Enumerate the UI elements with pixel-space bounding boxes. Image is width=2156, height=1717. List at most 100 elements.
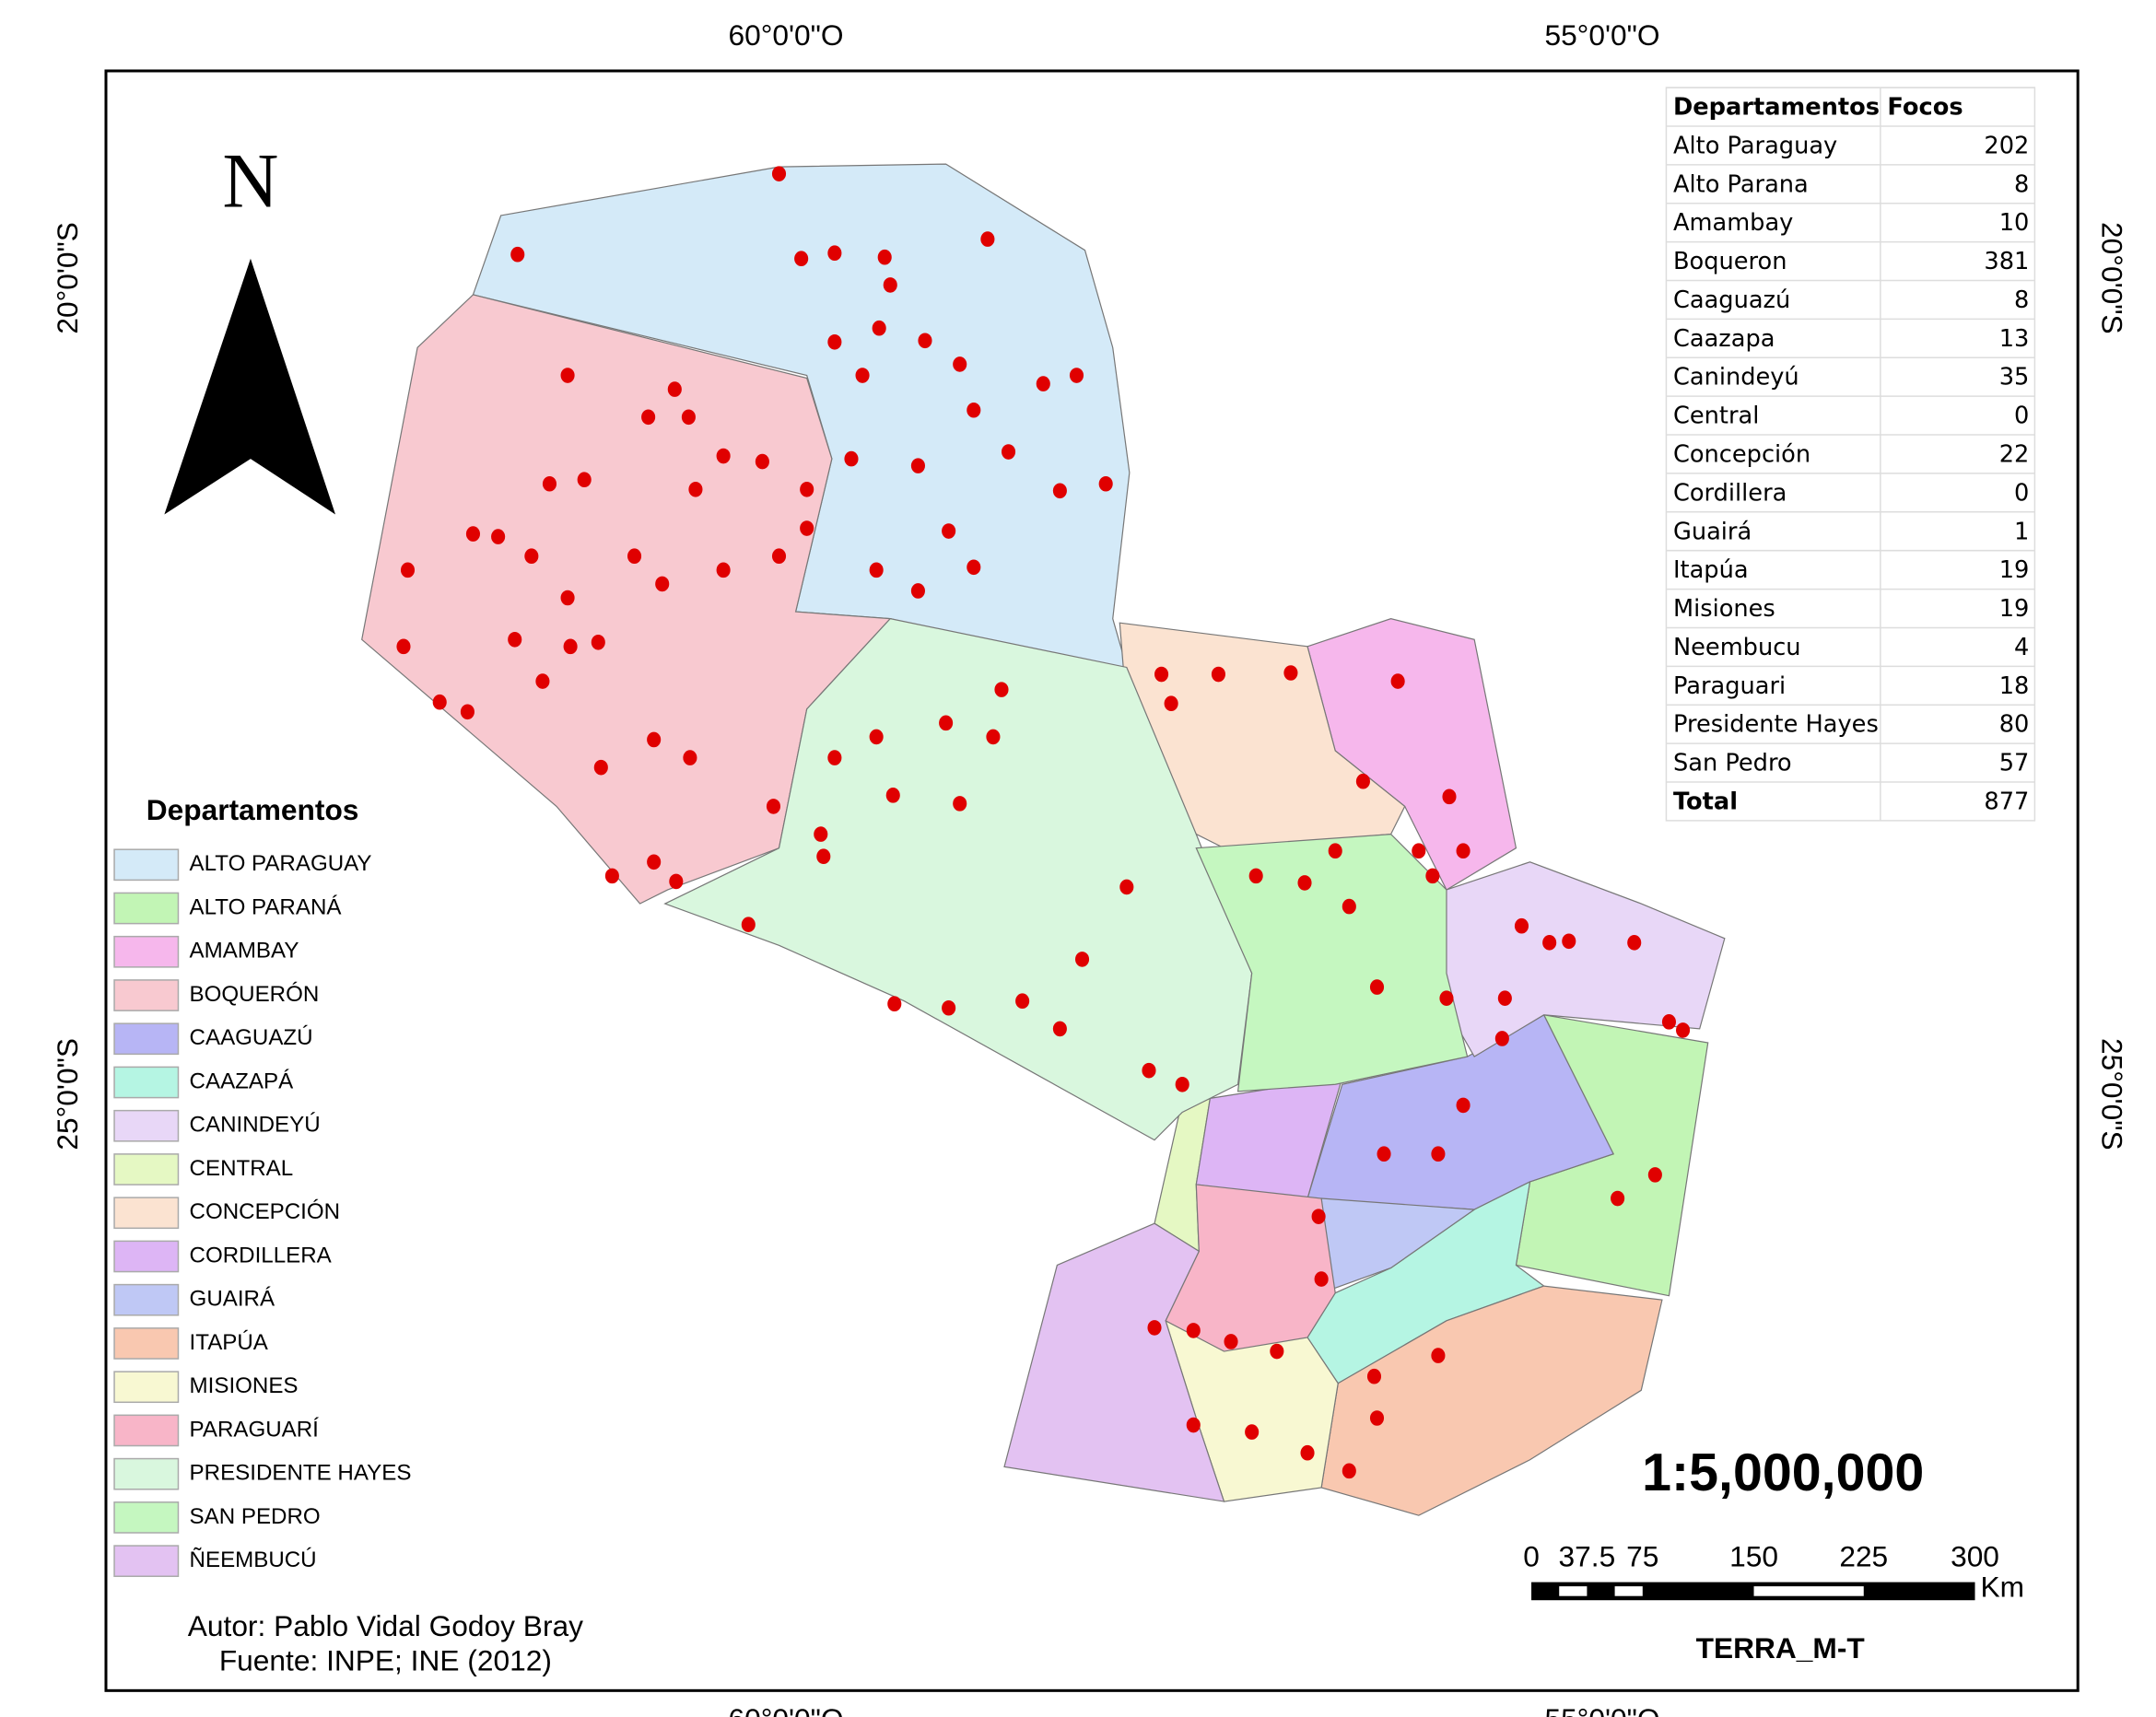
scale-bar-segment <box>1614 1586 1643 1596</box>
fire-point <box>1431 1348 1446 1363</box>
fire-point <box>1069 368 1084 383</box>
fire-point <box>681 409 696 426</box>
fire-point <box>872 320 886 336</box>
longitude-label: 60°0'0"O <box>728 18 843 52</box>
table-cell: Itapúa <box>1673 556 1749 584</box>
legend-label: CAAZAPÁ <box>190 1069 295 1093</box>
fire-point <box>1497 990 1512 1006</box>
fire-point <box>794 251 809 267</box>
fire-point <box>766 799 781 814</box>
scale-ratio: 1:5,000,000 <box>1642 1443 1924 1502</box>
table-cell: Neembucu <box>1673 634 1801 661</box>
fire-point <box>560 590 575 606</box>
table-cell: 80 <box>1999 711 2030 739</box>
fire-point <box>918 333 932 349</box>
table-cell: Caaguazú <box>1673 286 1790 314</box>
fire-point <box>967 402 981 418</box>
fire-point <box>1098 475 1113 492</box>
fire-point <box>885 788 900 803</box>
fire-point <box>647 854 662 870</box>
fire-point <box>669 873 684 890</box>
fire-point <box>827 245 842 261</box>
fire-point <box>524 548 539 565</box>
legend-swatch <box>113 1283 180 1316</box>
fire-point <box>953 356 967 372</box>
fire-point <box>604 868 619 884</box>
fire-point <box>1431 1146 1446 1162</box>
fire-point <box>535 673 550 689</box>
fire-point <box>1328 843 1342 858</box>
legend-label: SAN PEDRO <box>190 1504 321 1529</box>
fire-point <box>1661 1014 1677 1030</box>
fire-point <box>1074 952 1090 967</box>
legend-swatch <box>113 935 180 968</box>
legend-swatch <box>113 1240 180 1273</box>
latitude-label: 25°0'0"S <box>51 1038 84 1151</box>
fire-point <box>1456 1097 1471 1114</box>
table-cell: 13 <box>1999 325 2030 353</box>
fire-point <box>1052 1021 1067 1037</box>
fire-point <box>800 481 814 497</box>
fire-point <box>1562 933 1576 950</box>
fire-point <box>1342 898 1356 915</box>
fire-point <box>593 759 608 776</box>
fire-point <box>741 917 756 932</box>
scale-label: 37.5 <box>1559 1539 1616 1572</box>
fire-point <box>1015 993 1030 1010</box>
table-cell: Guairá <box>1673 518 1752 545</box>
fire-point <box>1283 665 1298 681</box>
fire-point <box>771 548 787 565</box>
fire-point <box>1456 843 1471 858</box>
fire-point <box>560 368 575 383</box>
legend-label: CANINDEYÚ <box>190 1113 321 1138</box>
fire-point <box>953 796 967 812</box>
fire-point <box>1494 1031 1509 1046</box>
fire-point <box>814 826 828 842</box>
fire-point <box>400 562 416 578</box>
fire-point <box>994 682 1009 697</box>
legend-swatch <box>113 1545 180 1578</box>
fire-point <box>591 635 605 650</box>
department-shape <box>1195 833 1469 1092</box>
fire-point <box>577 472 592 488</box>
fire-point <box>1369 979 1385 995</box>
legend-swatch <box>113 1022 180 1056</box>
table-cell: Presidente Hayes <box>1673 711 1879 739</box>
fire-point <box>967 559 981 576</box>
table-cell: 19 <box>1999 556 2030 584</box>
scale-label: 150 <box>1729 1539 1778 1572</box>
legend-label: ITAPÚA <box>190 1330 269 1355</box>
table-cell: 4 <box>2014 634 2029 661</box>
legend-swatch <box>113 979 180 1011</box>
fire-point <box>910 458 925 473</box>
fire-point <box>688 481 703 497</box>
scale-label: 75 <box>1626 1539 1658 1572</box>
fire-point <box>883 277 897 293</box>
table-cell: 8 <box>2014 170 2029 198</box>
fire-point <box>563 638 578 655</box>
fire-point <box>460 704 475 720</box>
fire-point <box>542 475 557 492</box>
fire-point <box>1248 868 1263 884</box>
north-arrow <box>164 258 336 515</box>
fire-point <box>667 381 682 397</box>
table-cell: 877 <box>1984 788 2029 815</box>
legend-label: CONCEPCIÓN <box>190 1199 341 1224</box>
legend-label: ÑEEMBUCÚ <box>190 1548 317 1572</box>
legend-label: ALTO PARANÁ <box>190 894 343 919</box>
table-cell: Total <box>1673 788 1738 815</box>
table-cell: 0 <box>2014 403 2029 430</box>
table-cell: 202 <box>1984 132 2029 159</box>
fire-point <box>942 999 956 1016</box>
legend-swatch <box>113 1457 180 1490</box>
labels: 60°0'0"O 60°0'0"O 20°0'0"S 20°0'0"S 55°0'0"O… <box>51 18 2128 1717</box>
longitude-label: 55°0'0"O <box>1544 1702 1659 1717</box>
fire-point <box>1314 1271 1329 1287</box>
fire-point <box>641 409 656 426</box>
fire-point <box>1052 483 1067 499</box>
scale-label: 300 <box>1951 1539 1999 1572</box>
fire-point <box>910 583 925 599</box>
fire-point <box>647 731 662 748</box>
fire-point <box>1366 1368 1382 1384</box>
